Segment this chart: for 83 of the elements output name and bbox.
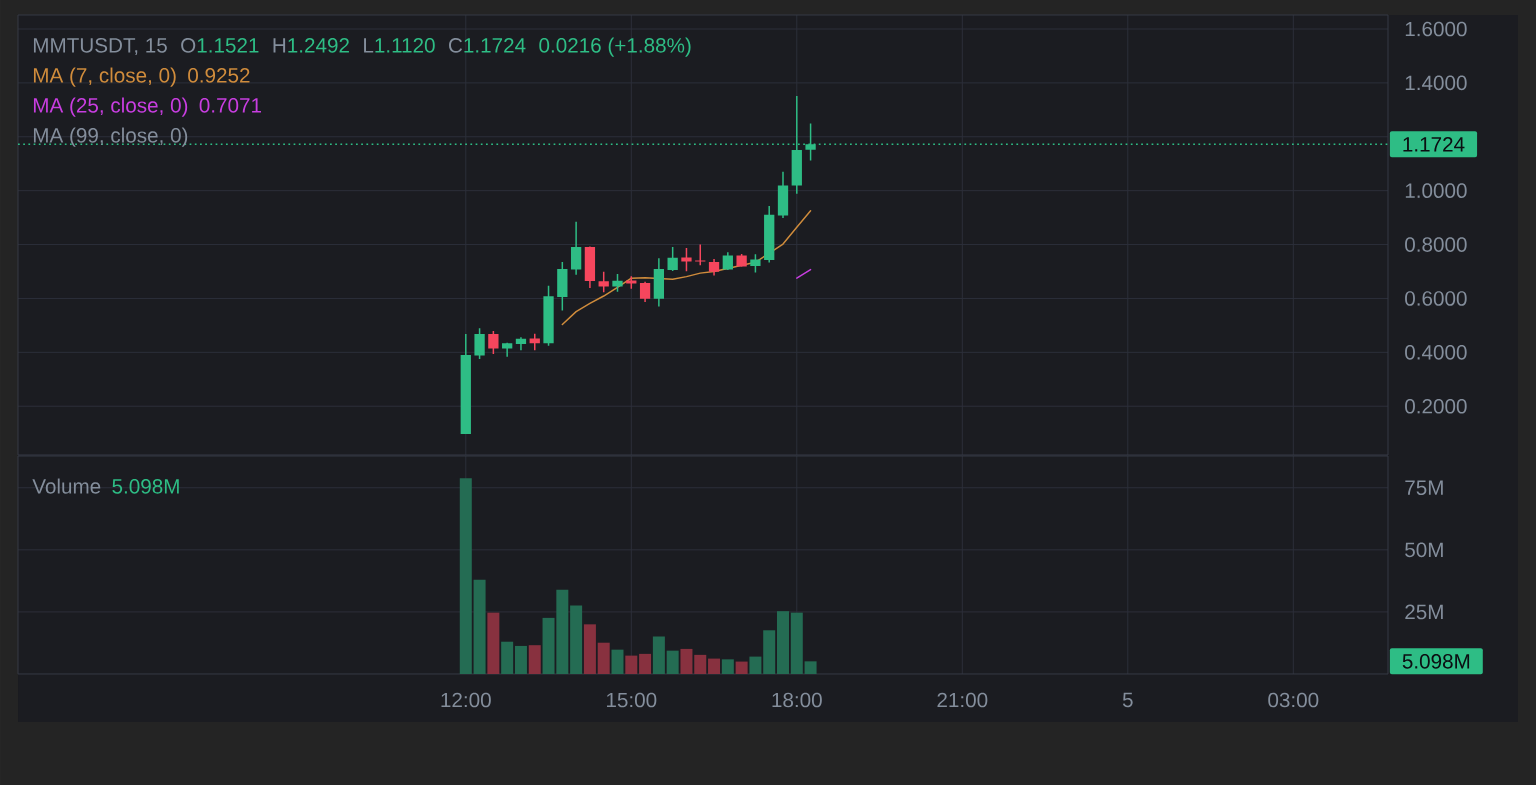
y-tick-label: 1.4000 — [1405, 75, 1467, 91]
line-series — [561, 210, 812, 326]
x-tick-label: 15:00 — [607, 692, 657, 708]
annotation: 1.2492 — [288, 38, 349, 53]
bar — [597, 642, 610, 674]
candlestick — [681, 248, 692, 272]
candlestick — [722, 252, 733, 270]
candlestick — [460, 334, 471, 434]
ref-line-label: 1.1724 — [1403, 137, 1465, 152]
y-tick-label: 25M — [1405, 604, 1443, 620]
candlestick — [736, 253, 747, 267]
candlestick — [667, 246, 678, 271]
bar — [763, 630, 776, 674]
bar — [735, 661, 748, 674]
y-tick-label: 50M — [1405, 542, 1443, 558]
y-tick-label: 0.2000 — [1405, 398, 1467, 414]
candlestick — [543, 285, 554, 346]
annotation: MA (99, close, 0) — [33, 127, 188, 147]
y-tick-label: 1.0000 — [1405, 183, 1467, 198]
text: MA (25, close, 0) — [33, 97, 188, 117]
bar — [790, 612, 803, 674]
bar — [487, 612, 500, 674]
bar — [583, 624, 596, 674]
bar — [570, 605, 583, 674]
bar — [611, 649, 624, 674]
bar — [501, 641, 514, 674]
candlestick — [488, 331, 499, 354]
bar — [694, 654, 707, 674]
text: Volume — [32, 478, 101, 494]
candlestick — [708, 259, 720, 276]
candlestick — [764, 206, 775, 263]
text: 5.098M — [1402, 654, 1470, 669]
annotation: 0.9252 — [188, 68, 250, 83]
candlestick — [598, 271, 609, 293]
candlestick — [750, 254, 761, 273]
bar — [625, 655, 638, 674]
text: MMTUSDT, 15 — [33, 38, 167, 56]
y-tick-label: 0.8000 — [1405, 237, 1467, 252]
bar — [514, 645, 527, 674]
text: MA (7, close, 0) — [33, 67, 176, 87]
bar — [528, 645, 541, 674]
annotation: 5.098M — [112, 479, 179, 494]
annotation: 1.1724 — [464, 38, 526, 53]
y-tick-label: 75M — [1405, 480, 1443, 495]
bar — [749, 656, 762, 674]
x-tick-label: 18:00 — [772, 692, 822, 708]
bar — [721, 659, 734, 674]
candlestick — [557, 262, 568, 311]
y-tick-label: 1.6000 — [1405, 21, 1467, 37]
candlestick — [584, 246, 596, 288]
bar — [680, 648, 693, 674]
candlestick — [653, 258, 665, 307]
x-tick-label: 12:00 — [441, 692, 491, 708]
annotation: 1.1521 — [197, 38, 259, 53]
candlestick — [515, 337, 527, 351]
candlestick — [570, 221, 582, 275]
y-tick-label: 0.6000 — [1405, 291, 1467, 306]
bar — [639, 653, 652, 674]
x-tick-label: 03:00 — [1268, 692, 1319, 708]
bar — [459, 478, 472, 674]
candlestick — [639, 281, 651, 302]
candlestick — [626, 276, 637, 289]
candlestick — [777, 171, 789, 218]
candlestick — [695, 244, 706, 266]
bar — [777, 611, 789, 674]
annotation: H — [273, 38, 286, 53]
x-tick-label: 21:00 — [937, 692, 988, 708]
candlestick — [502, 342, 513, 357]
y-tick-label: 0.4000 — [1405, 345, 1467, 360]
annotation: 0.7071 — [199, 98, 261, 113]
bar — [804, 661, 817, 674]
annotation: C — [449, 38, 463, 53]
x-tick-label: 5 — [1122, 692, 1133, 708]
bar — [666, 650, 679, 674]
annotation: O — [181, 38, 196, 53]
bar — [708, 658, 721, 674]
bar — [473, 579, 486, 674]
annotation: L — [364, 38, 374, 53]
bar — [652, 636, 665, 674]
annotation: 1.1120 — [375, 38, 435, 53]
candlestick — [612, 273, 623, 292]
candlestick — [474, 328, 485, 360]
annotation: 0.0216 (+1.88%) — [539, 37, 691, 57]
